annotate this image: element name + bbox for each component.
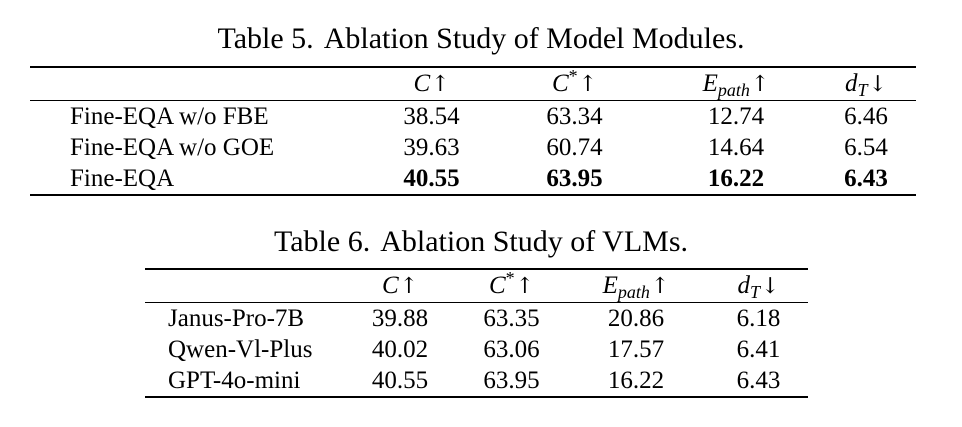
table5-caption: Table 5. Ablation Study of Model Modules. (0, 22, 962, 56)
table6-row-epath: 20.86 (607, 305, 665, 332)
table6-row-c: 39.88 (371, 305, 429, 332)
table-row: Janus-Pro-7B 39.88 63.35 20.86 6.18 (145, 303, 808, 335)
table6-header-cstar: C*↑ (460, 268, 563, 303)
table5-row-cstar: 63.95 (493, 163, 656, 196)
table5-header-c-arrow: ↑ (431, 72, 450, 97)
table5-header-c-symbol: C (413, 70, 431, 97)
table5-caption-text: Ablation Study of Model Modules. (323, 22, 745, 55)
table6-row-dt: 6.41 (736, 336, 781, 363)
table6-caption: Table 6. Ablation Study of VLMs. (0, 225, 962, 259)
table5-header-dt-arrow: ↓ (868, 72, 887, 97)
table6-row-cstar: 63.95 (460, 365, 563, 398)
table5-row-dt: 6.43 (816, 163, 916, 196)
table6-row-dt: 6.18 (736, 305, 781, 332)
table5-header-row: C↑ C*↑ Epath↑ dT↓ (30, 66, 916, 101)
table6-row-name: GPT-4o-mini (145, 365, 340, 398)
table5-header-dt-sub: T (857, 80, 868, 100)
table-row: Fine-EQA 40.55 63.95 16.22 6.43 (30, 163, 916, 196)
table5-header-epath-symbol: E (702, 70, 718, 97)
table6-caption-number: Table 6. (274, 225, 371, 258)
table5-row-c: 39.63 (403, 134, 460, 161)
table6-header-epath-symbol: E (602, 272, 618, 299)
table-row: Qwen-Vl-Plus 40.02 63.06 17.57 6.41 (145, 334, 808, 365)
table-row: Fine-EQA w/o GOE 39.63 60.74 14.64 6.54 (30, 132, 916, 163)
table6-row-c: 40.55 (340, 365, 460, 398)
table6-header-c: C↑ (340, 268, 460, 303)
table5-header-epath: Epath↑ (656, 66, 816, 101)
table5-header-method (30, 66, 370, 101)
table6-header-epath: Epath↑ (563, 268, 709, 303)
table6-header-dt-sub: T (750, 282, 761, 302)
table5-row-cstar: 63.34 (546, 103, 603, 130)
table6-header-cstar-sup: * (505, 268, 515, 288)
table5-header-dt-symbol: d (845, 70, 858, 97)
table5-row-epath: 14.64 (707, 134, 765, 161)
table6-row-cstar: 63.35 (483, 305, 540, 332)
table5-row-dt: 6.46 (844, 103, 888, 130)
table5-row-epath: 12.74 (707, 103, 765, 130)
table5-row-c: 38.54 (403, 103, 460, 130)
table6-header-c-symbol: C (381, 272, 399, 299)
table5-row-c: 40.55 (370, 163, 493, 196)
table6-header-row: C↑ C*↑ Epath↑ dT↓ (145, 268, 808, 303)
table6-row-cstar: 63.06 (483, 336, 540, 363)
table5-header-dt: dT↓ (816, 66, 916, 101)
table5-row-name: Fine-EQA w/o GOE (70, 134, 275, 161)
table6-row-dt: 6.43 (709, 365, 808, 398)
table5-header-cstar-symbol: C (551, 70, 569, 97)
table5-header-cstar-sup: * (568, 66, 578, 86)
table5-header-cstar: C*↑ (493, 66, 656, 101)
table5-header-epath-sub: path (717, 80, 750, 100)
table6-header-epath-sub: path (617, 282, 650, 302)
table6-header-cstar-symbol: C (488, 272, 506, 299)
table6-caption-text: Ablation Study of VLMs. (380, 225, 688, 258)
table6-row-epath: 17.57 (607, 336, 665, 363)
table6-row-name: Qwen-Vl-Plus (168, 336, 313, 363)
table5-header-epath-arrow: ↑ (750, 72, 770, 97)
table5-row-name: Fine-EQA (30, 163, 370, 196)
table5-row-dt: 6.54 (844, 134, 888, 161)
table6-header-dt-symbol: d (737, 272, 751, 299)
table5-header-cstar-arrow: ↑ (578, 72, 598, 97)
table6: C↑ C*↑ Epath↑ dT↓ Janus-Pro-7B 39.88 63.… (145, 268, 808, 398)
table6-header-model (145, 268, 340, 303)
table5-row-cstar: 60.74 (546, 134, 603, 161)
table6-row-name: Janus-Pro-7B (168, 305, 305, 332)
table6-row-epath: 16.22 (563, 365, 709, 398)
table6-row-c: 40.02 (371, 336, 429, 363)
table6-header-epath-arrow: ↑ (650, 274, 670, 299)
table5-row-epath: 16.22 (656, 163, 816, 196)
table5: C↑ C*↑ Epath↑ dT↓ Fine-EQA w/o FBE 38.54… (30, 66, 916, 196)
table5-row-name: Fine-EQA w/o FBE (70, 103, 269, 130)
table6-header-dt-arrow: ↓ (761, 274, 780, 299)
table5-caption-number: Table 5. (217, 22, 314, 55)
table6-header-cstar-arrow: ↑ (515, 274, 535, 299)
table5-header-c: C↑ (370, 66, 493, 101)
table-row: Fine-EQA w/o FBE 38.54 63.34 12.74 6.46 (30, 101, 916, 133)
table6-header-dt: dT↓ (709, 268, 808, 303)
table6-header-c-arrow: ↑ (399, 274, 419, 299)
table-row: GPT-4o-mini 40.55 63.95 16.22 6.43 (145, 365, 808, 398)
